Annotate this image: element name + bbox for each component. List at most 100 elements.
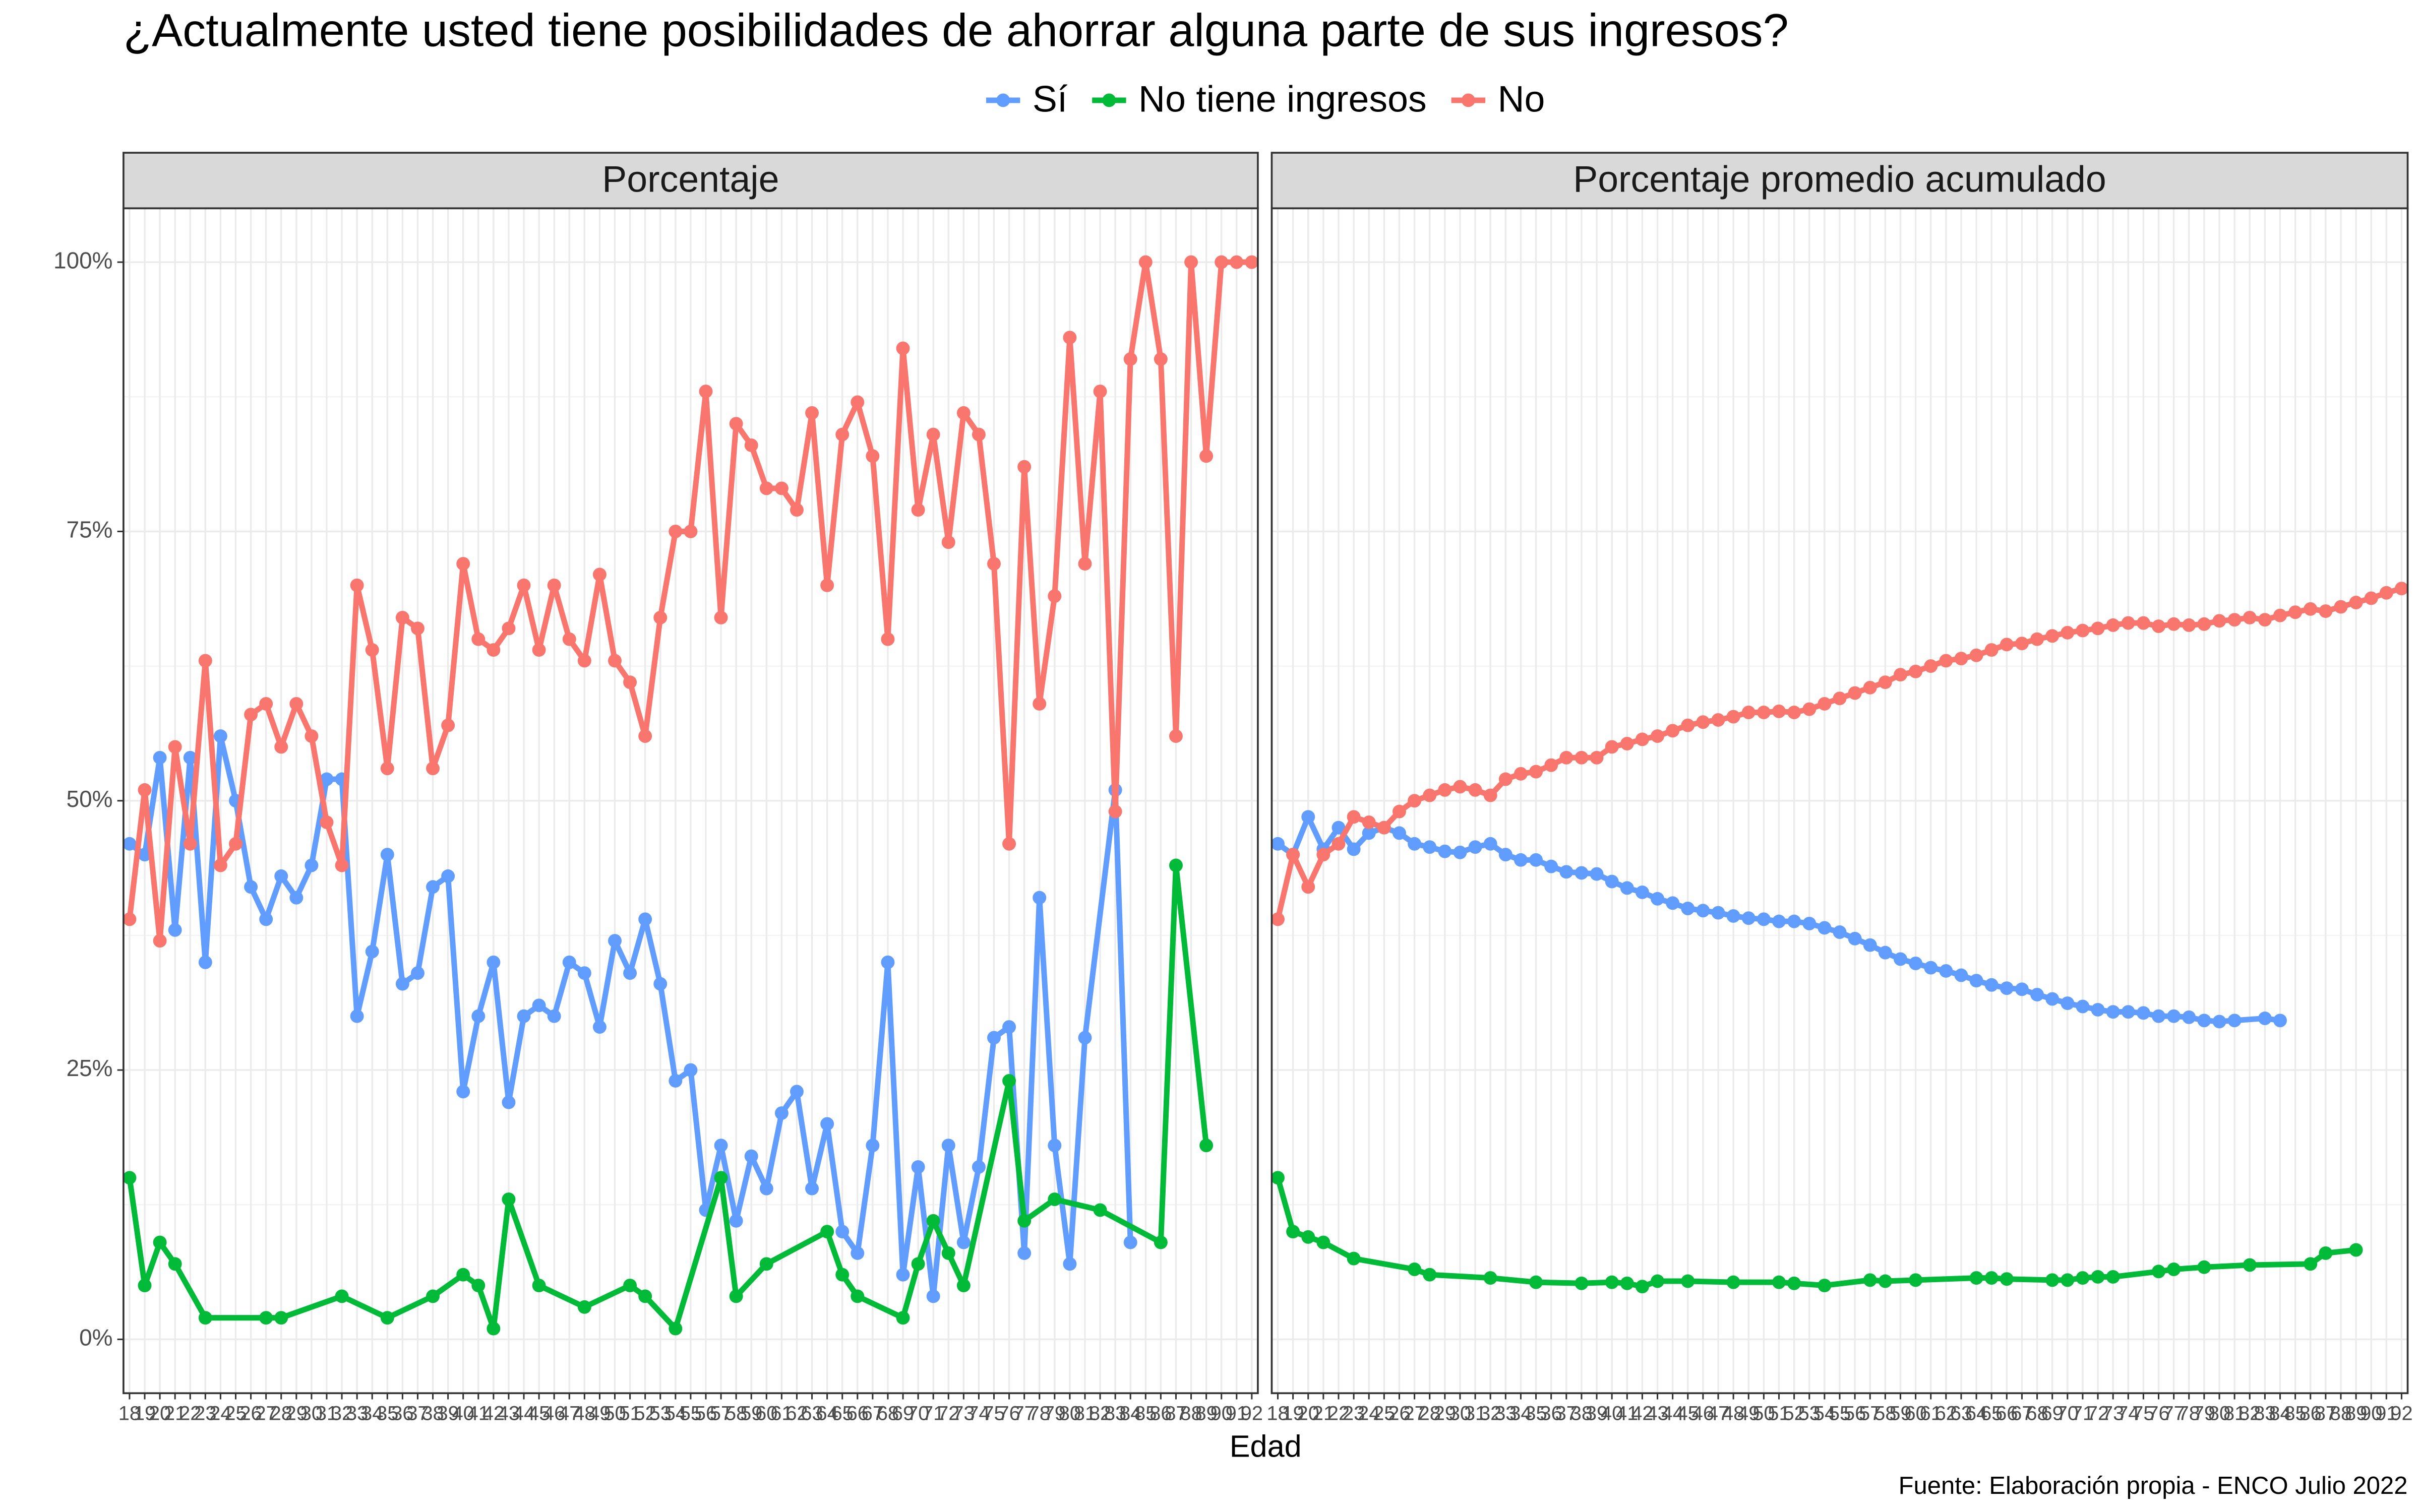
data-point xyxy=(1757,912,1771,926)
x-tick-label: 64 xyxy=(1965,1403,1987,1425)
caption: Fuente: Elaboración propia - ENCO Julio … xyxy=(1899,1472,2408,1499)
x-tick-label: 70 xyxy=(907,1403,929,1425)
data-point xyxy=(2243,1258,2257,1272)
data-point xyxy=(2030,632,2044,646)
x-tick-label: 53 xyxy=(1798,1403,1821,1425)
data-point xyxy=(2015,982,2029,996)
data-point xyxy=(669,524,683,538)
legend-label: No xyxy=(1498,78,1545,119)
x-tick-label: 43 xyxy=(498,1403,520,1425)
data-point xyxy=(2076,623,2090,638)
data-point xyxy=(2045,992,2060,1006)
x-tick-label: 58 xyxy=(1874,1403,1896,1425)
x-tick-label: 67 xyxy=(2011,1403,2033,1425)
data-point xyxy=(380,848,394,862)
x-tick-label: 82 xyxy=(1089,1403,1111,1425)
data-point xyxy=(517,1009,531,1023)
data-point xyxy=(259,1311,273,1325)
x-tick-label: 20 xyxy=(149,1403,171,1425)
data-point xyxy=(1078,1031,1092,1045)
x-tick-label: 77 xyxy=(1013,1403,1036,1425)
data-point xyxy=(926,1214,940,1228)
x-tick-label: 66 xyxy=(1995,1403,2018,1425)
data-point xyxy=(1635,1280,1649,1294)
data-point xyxy=(562,955,576,969)
data-point xyxy=(1514,767,1528,781)
x-tick-label: 35 xyxy=(376,1403,398,1425)
data-point xyxy=(244,880,258,894)
data-point xyxy=(1681,1274,1695,1288)
x-tick-label: 53 xyxy=(649,1403,672,1425)
data-point xyxy=(1529,853,1543,867)
data-point xyxy=(1483,788,1497,802)
data-point xyxy=(1483,1271,1497,1285)
data-point xyxy=(2061,625,2075,640)
data-point xyxy=(2030,988,2044,1001)
data-point xyxy=(1833,925,1847,939)
data-point xyxy=(835,1225,850,1239)
legend-item: No xyxy=(1451,78,1545,119)
data-point xyxy=(1575,750,1589,765)
data-point xyxy=(168,923,182,937)
data-point xyxy=(168,1257,182,1271)
data-point xyxy=(956,1279,971,1293)
data-point xyxy=(1423,1268,1437,1282)
data-point xyxy=(471,632,486,646)
data-point xyxy=(547,578,561,592)
y-tick-label: 50% xyxy=(67,786,113,812)
data-point xyxy=(274,869,288,883)
data-point xyxy=(1438,783,1452,797)
x-tick-label: 62 xyxy=(1935,1403,1957,1425)
data-point xyxy=(896,341,910,355)
x-tick-label: 86 xyxy=(2300,1403,2322,1425)
data-point xyxy=(805,1181,819,1195)
data-point xyxy=(729,1289,743,1303)
data-point xyxy=(577,966,591,980)
data-point xyxy=(1984,1271,1999,1285)
data-point xyxy=(623,1279,637,1293)
data-point xyxy=(2091,1002,2105,1017)
legend-item: No tiene ingresos xyxy=(1092,78,1427,119)
x-tick-label: 29 xyxy=(285,1403,308,1425)
data-point xyxy=(2121,616,2135,630)
data-point xyxy=(380,762,394,776)
data-point xyxy=(1620,1276,1634,1290)
x-tick-label: 78 xyxy=(2178,1403,2200,1425)
data-point xyxy=(759,481,773,495)
data-point xyxy=(1154,1235,1168,1249)
data-point xyxy=(2106,1005,2120,1019)
x-tick-label: 18 xyxy=(1266,1403,1289,1425)
data-point xyxy=(1969,1271,1983,1285)
data-point xyxy=(684,524,698,538)
data-point xyxy=(1909,957,1923,970)
x-tick-label: 30 xyxy=(1449,1403,1471,1425)
data-point xyxy=(1818,697,1832,711)
data-point xyxy=(1878,946,1892,960)
x-tick-label: 65 xyxy=(1980,1403,2003,1425)
data-point xyxy=(1078,557,1092,571)
data-point xyxy=(1123,1235,1137,1249)
data-point xyxy=(926,427,940,442)
x-tick-label: 48 xyxy=(1722,1403,1744,1425)
data-point xyxy=(183,837,197,851)
data-point xyxy=(1635,885,1649,899)
data-point xyxy=(1559,750,1574,765)
data-point xyxy=(608,934,622,948)
data-point xyxy=(1093,1203,1107,1217)
x-tick-label: 64 xyxy=(816,1403,838,1425)
data-point xyxy=(1696,715,1710,729)
x-tick-label: 88 xyxy=(1180,1403,1202,1425)
data-point xyxy=(1605,874,1619,889)
data-point xyxy=(456,1268,470,1282)
data-point xyxy=(669,1321,683,1336)
x-tick-label: 32 xyxy=(1479,1403,1501,1425)
x-tick-label: 86 xyxy=(1150,1403,1172,1425)
x-tick-label: 92 xyxy=(1241,1403,1263,1425)
data-point xyxy=(759,1181,773,1195)
data-point xyxy=(1818,921,1832,935)
data-point xyxy=(426,762,440,776)
data-point xyxy=(1772,1275,1786,1289)
x-tick-label: 66 xyxy=(846,1403,869,1425)
data-point xyxy=(1408,1263,1422,1276)
x-tick-label: 50 xyxy=(1752,1403,1775,1425)
